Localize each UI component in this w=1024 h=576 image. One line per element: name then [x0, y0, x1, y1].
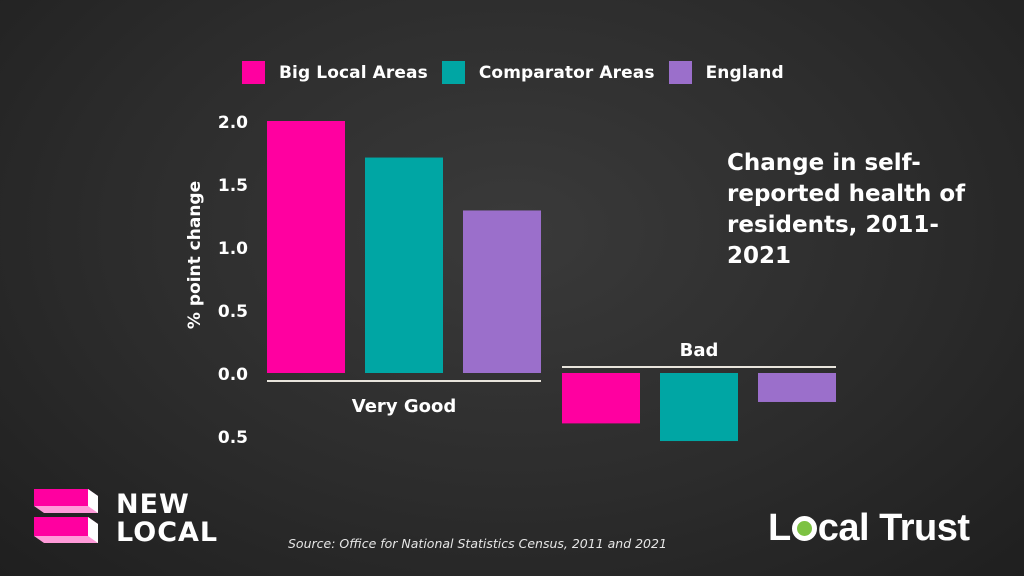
new-local-line1: NEW	[116, 489, 190, 520]
bar-england-bad	[758, 373, 836, 402]
legend-swatch	[441, 61, 465, 84]
local-trust-dot-icon	[791, 516, 817, 541]
y-axis-label: % point change	[185, 181, 205, 329]
local-trust-text-end: cal Trust	[817, 507, 970, 549]
bar-big-local-areas-very-good	[267, 121, 345, 373]
local-trust-logo: L cal Trust	[768, 507, 970, 550]
chart-legend: Big Local Areas Comparator Areas England	[242, 61, 798, 84]
new-local-line2: LOCAL	[116, 517, 219, 548]
y-tick-label: 0.0	[218, 365, 248, 385]
new-local-logo-icon	[34, 489, 98, 543]
legend-label: Comparator Areas	[478, 62, 655, 83]
bar-big-local-areas-bad	[562, 373, 640, 424]
legend-swatch	[242, 61, 265, 84]
local-trust-text-start: L	[768, 507, 791, 549]
y-tick-label: 0.5	[218, 302, 248, 322]
y-tick-label: 2.0	[218, 113, 248, 133]
y-tick-label: 1.5	[218, 176, 248, 196]
legend-label: Big Local Areas	[279, 62, 428, 83]
legend-label: England	[705, 62, 784, 83]
legend-item-comparator: Comparator Areas	[441, 61, 655, 84]
legend-swatch	[668, 61, 692, 84]
chart-title: Change in self-reported health of reside…	[727, 150, 966, 269]
category-label: Very Good	[352, 396, 456, 417]
bar-comparator-areas-bad	[660, 373, 738, 442]
y-tick-label: 1.0	[218, 239, 248, 259]
bar-comparator-areas-very-good	[365, 157, 443, 373]
source-note: Source: Office for National Statistics C…	[288, 536, 667, 551]
y-tick-label: 0.5	[218, 428, 248, 448]
category-label: Bad	[680, 340, 719, 361]
bar-england-very-good	[463, 210, 541, 373]
legend-item-england: England	[668, 61, 784, 84]
new-local-wordmark: NEW LOCAL	[116, 491, 218, 547]
legend-item-big-local: Big Local Areas	[242, 61, 428, 84]
